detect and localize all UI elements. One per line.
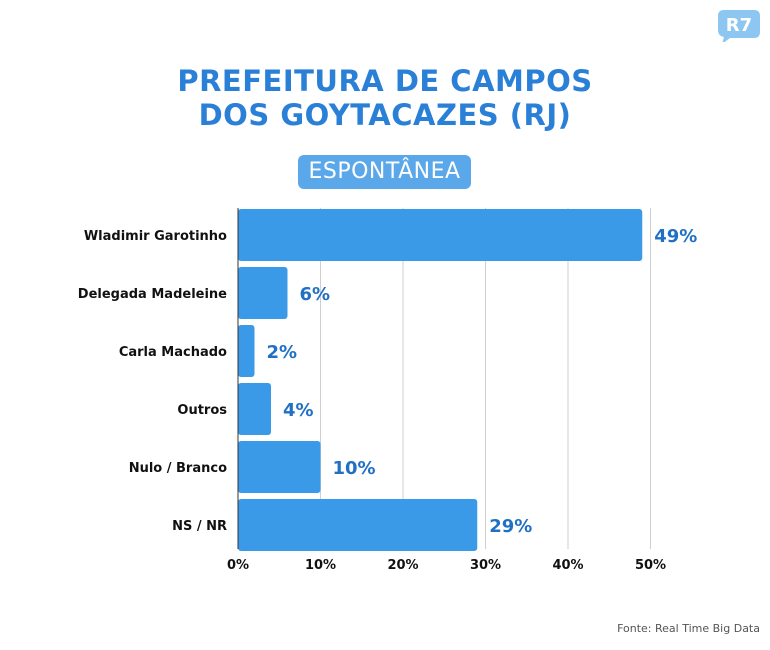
title-line-1: PREFEITURA DE CAMPOS <box>177 64 593 98</box>
category-label-2: Carla Machado <box>119 345 227 360</box>
x-tick-label-40: 40% <box>552 558 583 573</box>
value-label-4: 10% <box>333 458 376 479</box>
r7-logo: R7 <box>718 10 760 42</box>
chart-title: PREFEITURA DE CAMPOS DOS GOYTACAZES (RJ) <box>0 64 770 132</box>
category-label-5: NS / NR <box>172 519 227 534</box>
x-tick-label-20: 20% <box>387 558 418 573</box>
x-tick-label-0: 0% <box>227 558 249 573</box>
value-label-1: 6% <box>300 284 331 305</box>
category-label-3: Outros <box>177 403 227 418</box>
title-line-2: DOS GOYTACAZES (RJ) <box>198 98 572 132</box>
x-tick-label-50: 50% <box>635 558 666 573</box>
poll-type-badge: ESPONTÂNEA <box>298 155 471 189</box>
category-label-1: Delegada Madeleine <box>78 287 227 302</box>
value-label-2: 2% <box>267 342 298 363</box>
bar-4 <box>238 441 321 493</box>
logo-text: R7 <box>726 15 752 36</box>
bar-2 <box>238 325 255 377</box>
value-label-0: 49% <box>654 226 697 247</box>
x-tick-label-10: 10% <box>305 558 336 573</box>
source-note: Fonte: Real Time Big Data <box>617 622 760 635</box>
bar-0 <box>238 209 643 261</box>
category-label-0: Wladimir Garotinho <box>84 229 227 244</box>
bar-3 <box>238 383 271 435</box>
value-label-5: 29% <box>489 516 532 537</box>
bar-5 <box>238 499 478 551</box>
category-label-4: Nulo / Branco <box>129 461 227 476</box>
x-tick-label-30: 30% <box>470 558 501 573</box>
bar-1 <box>238 267 288 319</box>
value-label-3: 4% <box>283 400 314 421</box>
